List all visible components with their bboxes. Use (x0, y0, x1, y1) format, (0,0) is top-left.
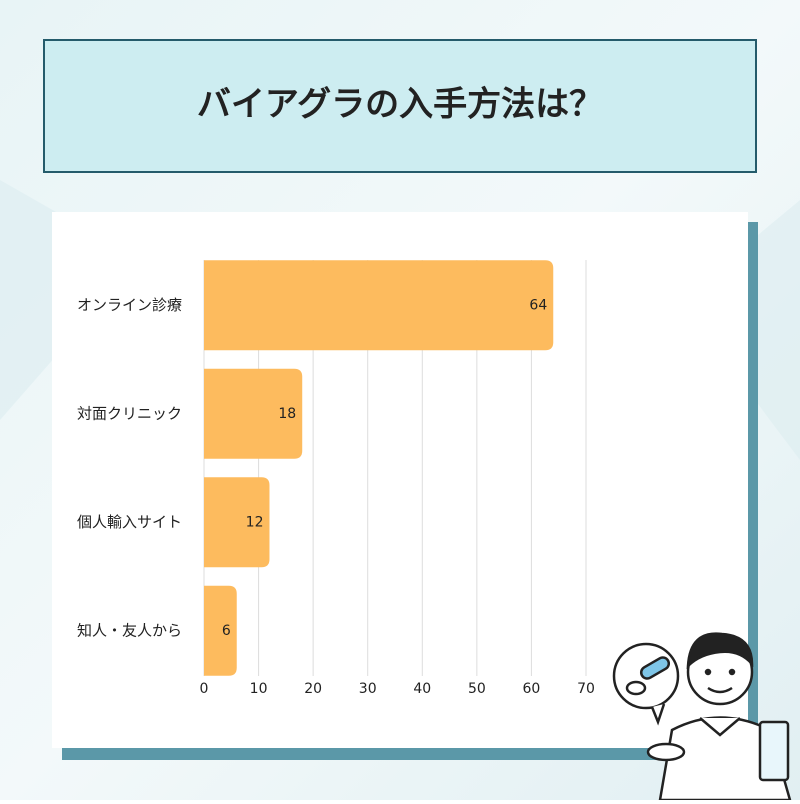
chart-title: バイアグラの入手方法は？ (197, 85, 603, 125)
pill (639, 656, 671, 680)
mouth (707, 686, 733, 694)
y-tick-label: 知人・友人から (77, 621, 182, 639)
value-label: 6 (222, 623, 231, 639)
x-tick-label: 10 (250, 681, 268, 697)
y-tick-label: オンライン診療 (77, 296, 182, 314)
value-label: 18 (278, 406, 296, 422)
x-tick-label: 20 (304, 681, 322, 697)
x-tick-label: 40 (413, 681, 431, 697)
illustration (612, 632, 792, 802)
bar (204, 477, 270, 568)
eye (704, 668, 712, 676)
bubble-tail (650, 703, 666, 726)
x-tick-label: 50 (468, 681, 486, 697)
y-tick-label: 対面クリニック (77, 404, 182, 422)
hand (646, 742, 686, 762)
x-tick-label: 0 (200, 681, 209, 697)
collar (699, 717, 741, 737)
bar (204, 368, 303, 459)
value-label: 64 (529, 297, 547, 313)
value-label: 12 (246, 514, 264, 530)
x-tick-label: 70 (577, 681, 595, 697)
eye (728, 668, 736, 676)
bar (204, 260, 554, 351)
tablet (625, 680, 647, 696)
y-tick-label: 個人輸入サイト (77, 513, 182, 531)
glass (758, 720, 790, 782)
plot: 0 10 20 30 40 50 60 70 オンライン診療 64 対面クリニック 18 個人輸入サイト… (77, 260, 595, 697)
x-tick-label: 30 (359, 681, 377, 697)
x-tick-label: 60 (523, 681, 541, 697)
hair (686, 632, 754, 670)
title-box (43, 39, 757, 173)
bar (204, 585, 237, 676)
